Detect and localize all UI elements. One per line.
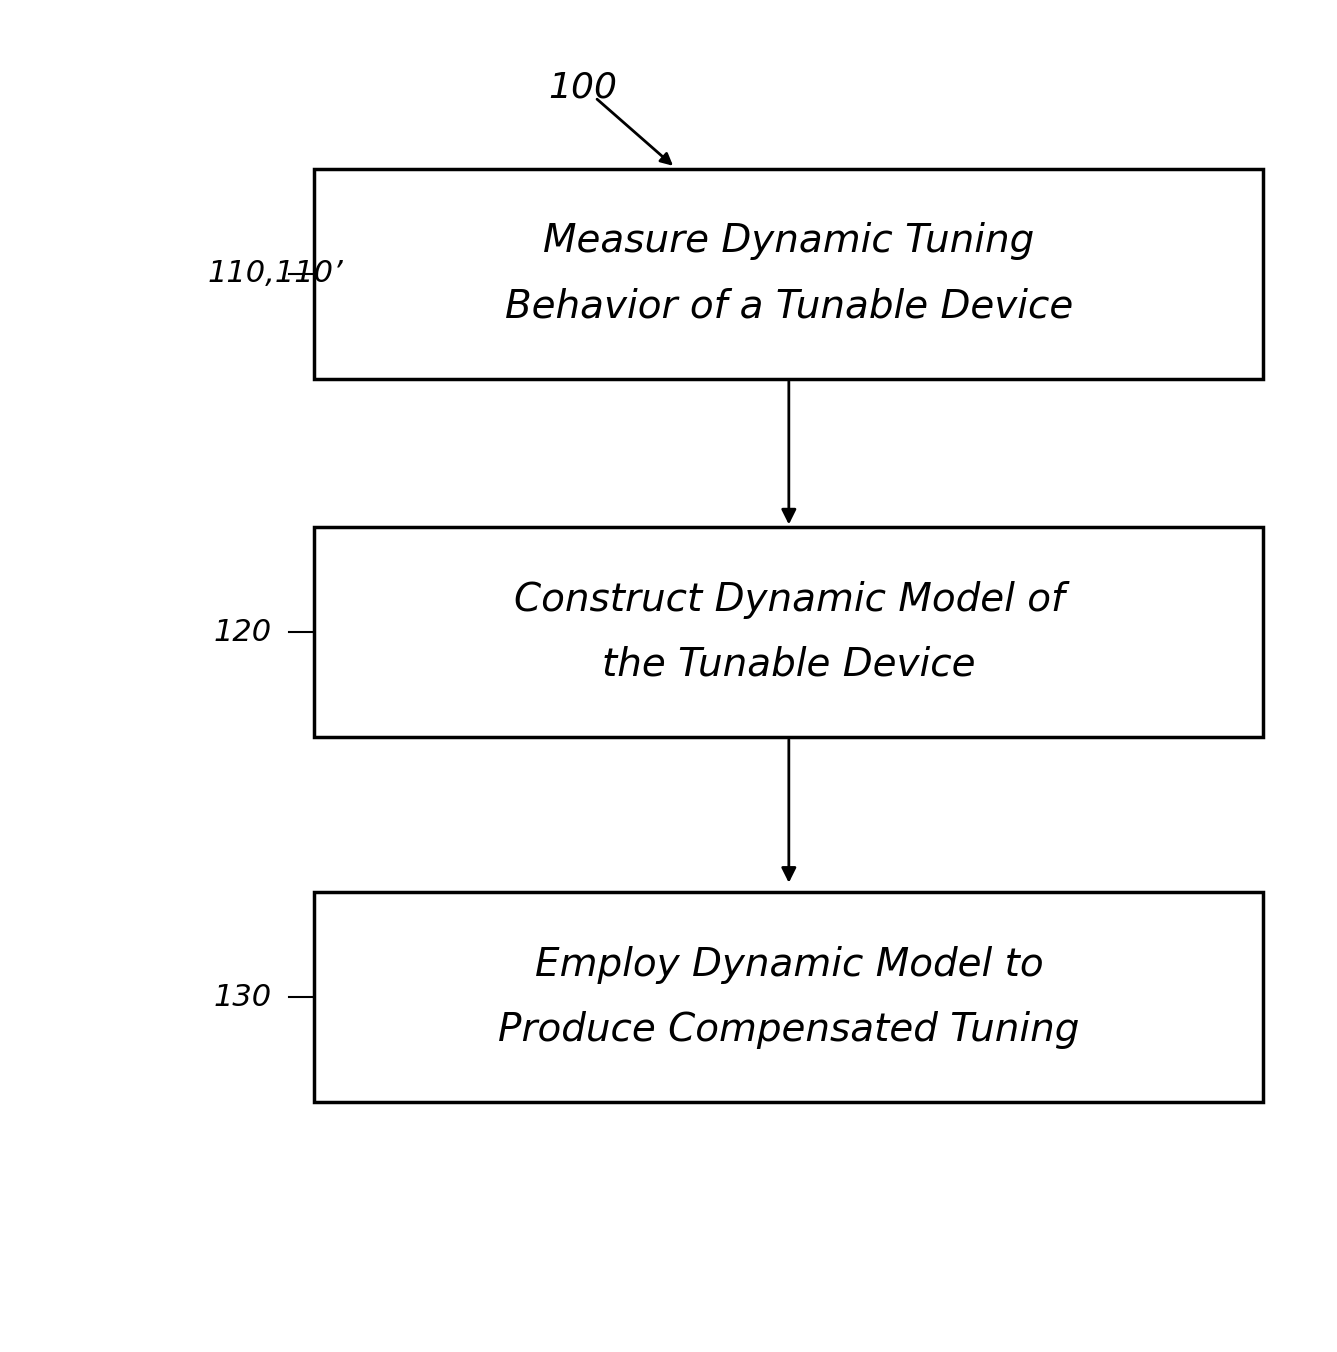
Text: 100: 100 bbox=[548, 70, 618, 105]
FancyBboxPatch shape bbox=[314, 892, 1263, 1102]
Text: 130: 130 bbox=[214, 983, 271, 1011]
Text: 120: 120 bbox=[214, 618, 271, 646]
Text: Employ Dynamic Model to: Employ Dynamic Model to bbox=[535, 945, 1043, 984]
FancyBboxPatch shape bbox=[314, 169, 1263, 379]
FancyBboxPatch shape bbox=[314, 527, 1263, 737]
Text: the Tunable Device: the Tunable Device bbox=[602, 645, 976, 684]
Text: Measure Dynamic Tuning: Measure Dynamic Tuning bbox=[543, 222, 1035, 261]
Text: Behavior of a Tunable Device: Behavior of a Tunable Device bbox=[504, 287, 1074, 326]
Text: Produce Compensated Tuning: Produce Compensated Tuning bbox=[499, 1010, 1079, 1049]
Text: Construct Dynamic Model of: Construct Dynamic Model of bbox=[513, 580, 1064, 619]
Text: 110,110’: 110,110’ bbox=[207, 260, 344, 288]
